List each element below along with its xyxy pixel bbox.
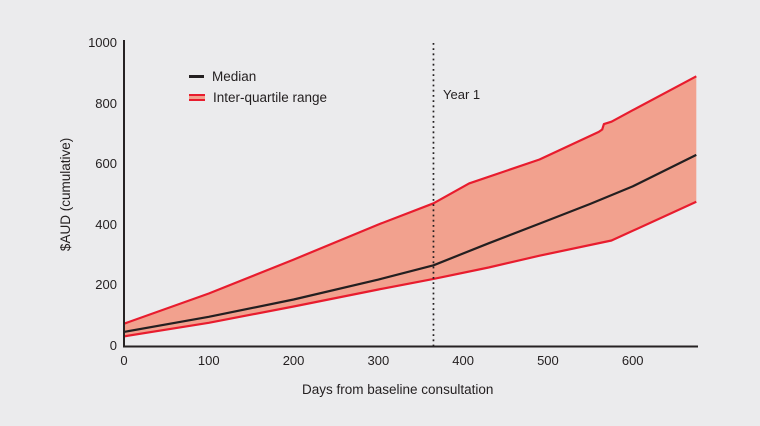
chart-legend: Median Inter-quartile range xyxy=(189,66,327,108)
y-axis-title: $AUD (cumulative) xyxy=(58,137,74,252)
y-tick-label-800: 800 xyxy=(95,95,117,111)
median-line-swatch-icon xyxy=(189,75,204,78)
median-line xyxy=(123,153,697,333)
lower-quartile-line xyxy=(123,200,697,338)
y-tick-label-400: 400 xyxy=(95,216,117,232)
x-axis-title: Days from baseline consultation xyxy=(302,382,494,397)
iqr-band-area xyxy=(124,76,697,337)
iqr-band-swatch-icon xyxy=(189,94,205,101)
x-tick-label-200: 200 xyxy=(282,352,305,368)
legend-item-iqr: Inter-quartile range xyxy=(189,87,327,108)
year1-annotation-label: Year 1 xyxy=(443,87,481,102)
legend-median-label: Median xyxy=(212,69,257,84)
x-tick-label-400: 400 xyxy=(452,352,474,368)
legend-item-median: Median xyxy=(189,66,327,87)
x-tick-label-600: 600 xyxy=(621,352,644,368)
x-tick-label-500: 500 xyxy=(537,352,559,368)
upper-quartile-line xyxy=(123,75,697,325)
x-tick-label-100: 100 xyxy=(197,352,220,368)
x-tick-label-300: 300 xyxy=(367,352,390,368)
y-tick-label-200: 200 xyxy=(95,277,117,292)
y-tick-label-1000: 1000 xyxy=(88,35,117,50)
x-tick-label-0: 0 xyxy=(120,352,128,368)
y-tick-label-600: 600 xyxy=(95,156,117,171)
y-tick-label-0: 0 xyxy=(109,337,117,353)
legend-iqr-label: Inter-quartile range xyxy=(213,90,328,105)
